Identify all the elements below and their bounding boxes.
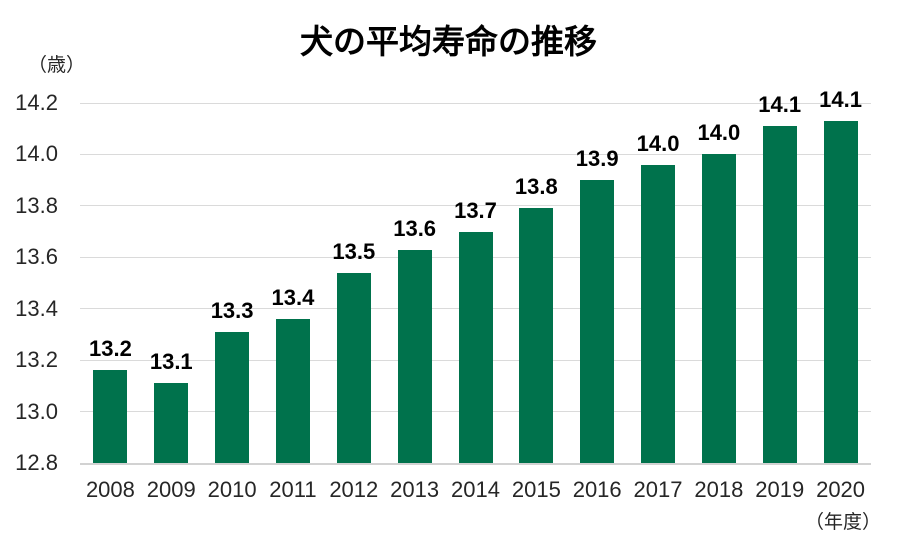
bar-2008 bbox=[93, 370, 128, 463]
x-tick-label-2013: 2013 bbox=[390, 477, 440, 502]
y-tick-label-13.6: 13.6 bbox=[15, 244, 58, 270]
gridline-14.0 bbox=[80, 153, 871, 155]
bar-value-label-2013: 13.6 bbox=[393, 215, 437, 241]
x-tick-label-2015: 2015 bbox=[511, 477, 561, 502]
bar-value-label-2020: 14.1 bbox=[819, 87, 862, 112]
gridline-13.8 bbox=[80, 205, 871, 207]
bar-2011 bbox=[275, 319, 310, 463]
bar-value-label-2008: 13.2 bbox=[89, 336, 132, 362]
plot-area: 13.2 13.1 13.3 13.4 13.5 13.6 13.7 13.8 13.9 14.0… bbox=[80, 87, 871, 465]
gridline-14.2 bbox=[80, 102, 871, 104]
bar-2017 bbox=[641, 164, 676, 463]
y-tick-label-14.2: 14.2 bbox=[15, 90, 58, 115]
x-tick-label-2018: 2018 bbox=[694, 477, 744, 502]
bar-2012 bbox=[336, 272, 371, 463]
y-tick-label-13.4: 13.4 bbox=[15, 295, 58, 321]
x-tick-label-2009: 2009 bbox=[146, 477, 196, 502]
bar-2013 bbox=[397, 249, 432, 463]
bar-value-label-2012: 13.5 bbox=[332, 238, 376, 264]
bar-2016 bbox=[580, 180, 615, 463]
x-tick-label-2014: 2014 bbox=[451, 477, 500, 502]
x-tick-label-2012: 2012 bbox=[329, 477, 379, 502]
bar-value-label-2010: 13.3 bbox=[210, 297, 254, 323]
x-tick-label-2011: 2011 bbox=[269, 477, 317, 502]
bar-value-label-2014: 13.7 bbox=[454, 197, 497, 223]
y-tick-label-13.8: 13.8 bbox=[15, 192, 58, 218]
bar-value-label-2015: 13.8 bbox=[514, 174, 558, 200]
x-tick-label-2008: 2008 bbox=[85, 477, 135, 502]
x-tick-label-2019: 2019 bbox=[755, 477, 805, 502]
bar-2009 bbox=[154, 383, 189, 463]
bar-value-label-2019: 14.1 bbox=[758, 92, 802, 118]
bar-value-label-2017: 14.0 bbox=[636, 130, 680, 156]
bar-2014 bbox=[458, 231, 493, 463]
x-axis-unit-label: （年度） bbox=[804, 512, 881, 533]
bar-value-label-2018: 14.0 bbox=[697, 120, 741, 146]
y-axis-unit-label: （歳） bbox=[28, 55, 86, 76]
x-tick-label-2016: 2016 bbox=[572, 477, 622, 502]
bar-2019 bbox=[762, 126, 797, 463]
bar-2015 bbox=[519, 208, 554, 463]
bar-value-label-2009: 13.1 bbox=[149, 349, 193, 375]
y-tick-label-14.0: 14.0 bbox=[15, 141, 58, 167]
x-tick-label-2020: 2020 bbox=[816, 477, 866, 502]
bar-value-label-2016: 13.9 bbox=[575, 146, 619, 172]
y-tick-label-12.8: 12.8 bbox=[15, 450, 58, 475]
x-tick-label-2010: 2010 bbox=[207, 477, 257, 502]
bar-2010 bbox=[215, 331, 250, 463]
y-tick-label-13.2: 13.2 bbox=[15, 347, 58, 373]
bar-2018 bbox=[701, 154, 736, 463]
bar-2020 bbox=[823, 121, 858, 463]
bar-value-label-2011: 13.4 bbox=[271, 285, 315, 310]
chart-title: 犬の平均寿命の推移 bbox=[300, 23, 597, 60]
y-tick-label-13.0: 13.0 bbox=[15, 398, 58, 424]
x-tick-label-2017: 2017 bbox=[633, 477, 683, 502]
